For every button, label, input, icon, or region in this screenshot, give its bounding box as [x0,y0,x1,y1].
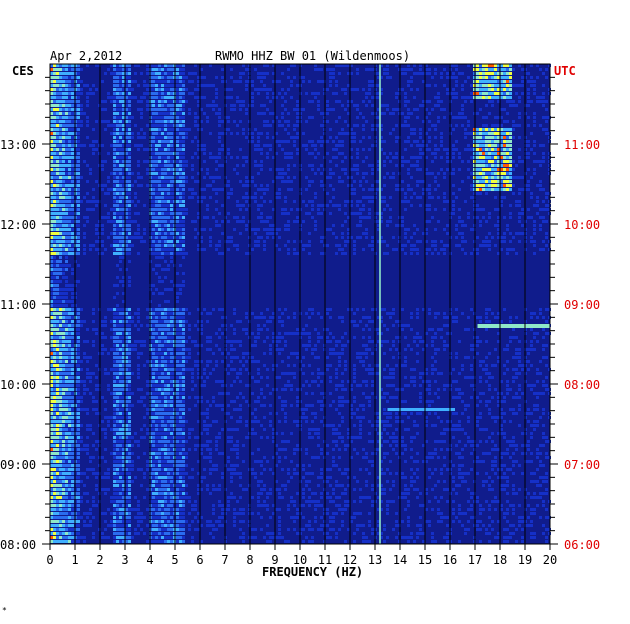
x-tick-label: 14 [392,553,408,567]
x-tick-label: 15 [417,553,433,567]
x-tick-label: 1 [71,553,79,567]
date-label: Apr 2,2012 [50,49,123,63]
x-tick-label: 5 [171,553,179,567]
x-tick-label: 13 [367,553,383,567]
left-tick-label: 13:00 [0,138,37,152]
x-tick-label: 11 [317,553,333,567]
x-tick-label: 7 [221,553,229,567]
right-tick-label: 07:00 [564,458,601,472]
x-tick-label: 12 [342,553,358,567]
x-tick-label: 17 [467,553,483,567]
x-tick-label: 3 [121,553,129,567]
right-tick-label: 06:00 [564,538,601,552]
left-tick-label: 12:00 [0,218,37,232]
left-timezone-label: CES [12,64,34,78]
right-timezone-label: UTC [554,64,576,78]
right-tick-label: 08:00 [564,378,601,392]
x-tick-label: 19 [517,553,533,567]
x-tick-label: 4 [146,553,154,567]
right-tick-label: 09:00 [564,298,601,312]
line-13hz [379,64,381,544]
left-tick-label: 11:00 [0,298,37,312]
x-tick-label: 8 [246,553,254,567]
event-band-0945 [387,408,455,411]
x-tick-label: 2 [96,553,104,567]
left-tick-label: 09:00 [0,458,37,472]
left-tick-label: 08:00 [0,538,37,552]
x-tick-label: 9 [271,553,279,567]
right-tick-label: 11:00 [564,138,601,152]
x-tick-label: 20 [542,553,558,567]
left-tick-label: 10:00 [0,378,37,392]
x-tick-label: 18 [492,553,508,567]
event-band-0840 [477,324,550,328]
footer-mark: * [2,606,7,615]
right-tick-label: 10:00 [564,218,601,232]
x-tick-label: 0 [46,553,54,567]
x-tick-label: 16 [442,553,458,567]
station-title: RWMO HHZ BW 01 (Wildenmoos) [215,49,411,63]
x-tick-label: 6 [196,553,204,567]
x-axis-label: FREQUENCY (HZ) [262,565,364,579]
x-tick-label: 10 [292,553,308,567]
